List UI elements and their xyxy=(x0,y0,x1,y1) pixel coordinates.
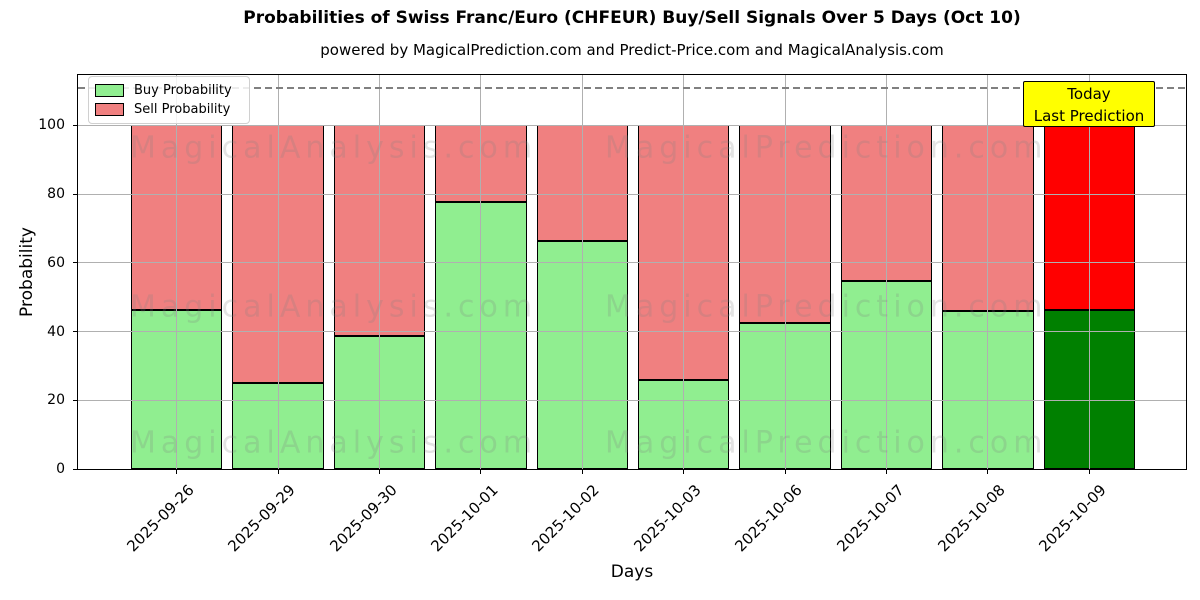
x-tick-label: 2025-10-03 xyxy=(630,481,705,556)
x-tick-label: 2025-10-02 xyxy=(528,481,604,556)
x-gridline xyxy=(886,75,887,469)
x-gridline xyxy=(277,75,279,469)
x-tick-label: 2025-10-09 xyxy=(1035,481,1111,556)
x-gridline xyxy=(176,75,178,469)
threshold-dashed-line xyxy=(78,87,1186,90)
x-tick-label: 2025-10-06 xyxy=(731,481,806,556)
x-tick-label: 2025-10-01 xyxy=(427,481,502,556)
x-tick-mark xyxy=(176,469,178,474)
legend: Buy Probability Sell Probability xyxy=(88,76,250,124)
y-tick-mark xyxy=(73,193,78,195)
x-tick-mark xyxy=(784,469,786,474)
x-tick-mark xyxy=(277,469,279,474)
y-tick-label: 80 xyxy=(47,186,65,203)
watermark-text: MagicalAnalysis.com xyxy=(130,130,538,166)
y-axis-label: Probability xyxy=(17,227,37,317)
y-gridline xyxy=(78,331,1186,333)
y-gridline xyxy=(78,262,1186,264)
watermark-text: MagicalAnalysis.com xyxy=(130,289,538,325)
y-tick-mark xyxy=(73,468,78,470)
y-tick-mark xyxy=(73,331,78,333)
watermark-text: MagicalPrediction.com xyxy=(605,425,1048,461)
x-tick-mark xyxy=(1088,469,1090,474)
x-tick-label: 2025-10-08 xyxy=(934,481,1009,556)
x-tick-mark xyxy=(581,469,583,474)
y-tick-label: 0 xyxy=(56,461,65,477)
x-tick-label: 2025-09-26 xyxy=(123,481,198,556)
y-tick-mark xyxy=(73,399,78,401)
y-gridline xyxy=(78,193,1186,195)
buy-color-swatch xyxy=(95,84,124,97)
x-gridline xyxy=(683,75,685,469)
x-tick-mark xyxy=(379,469,380,474)
x-tick-label: 2025-09-29 xyxy=(224,481,299,556)
y-tick-label: 100 xyxy=(38,117,65,134)
x-gridline xyxy=(784,75,786,469)
x-tick-label: 2025-10-07 xyxy=(832,481,908,556)
x-tick-mark xyxy=(480,469,482,474)
y-tick-label: 20 xyxy=(47,392,65,409)
x-gridline xyxy=(581,75,583,469)
x-tick-mark xyxy=(683,469,685,474)
x-tick-label: 2025-09-30 xyxy=(325,481,401,556)
today-annotation-box: Today Last Prediction xyxy=(1023,81,1155,127)
y-tick-label: 40 xyxy=(47,323,65,340)
chart-title: Probabilities of Swiss Franc/Euro (CHFEU… xyxy=(243,8,1021,28)
y-gridline xyxy=(78,399,1186,401)
y-tick-label: 60 xyxy=(47,254,65,271)
x-tick-mark xyxy=(886,469,887,474)
x-gridline xyxy=(987,75,989,469)
sell-color-swatch xyxy=(95,103,124,116)
y-gridline xyxy=(78,124,1186,126)
x-gridline xyxy=(480,75,482,469)
x-gridline xyxy=(379,75,380,469)
x-gridline xyxy=(1088,75,1090,469)
annotation-line-2: Last Prediction xyxy=(1033,107,1145,125)
x-tick-mark xyxy=(987,469,989,474)
annotation-line-1: Today xyxy=(1067,85,1111,103)
watermark-text: MagicalPrediction.com xyxy=(605,130,1048,166)
y-gridline xyxy=(78,468,1186,470)
y-tick-mark xyxy=(73,262,78,264)
y-tick-mark xyxy=(73,124,78,126)
watermark-text: MagicalAnalysis.com xyxy=(130,425,538,461)
legend-label: Sell Probability xyxy=(134,102,231,117)
watermark-text: MagicalPrediction.com xyxy=(605,289,1048,325)
legend-label: Buy Probability xyxy=(134,83,232,98)
chart-subtitle: powered by MagicalPrediction.com and Pre… xyxy=(320,41,944,59)
x-axis-label: Days xyxy=(610,562,654,582)
